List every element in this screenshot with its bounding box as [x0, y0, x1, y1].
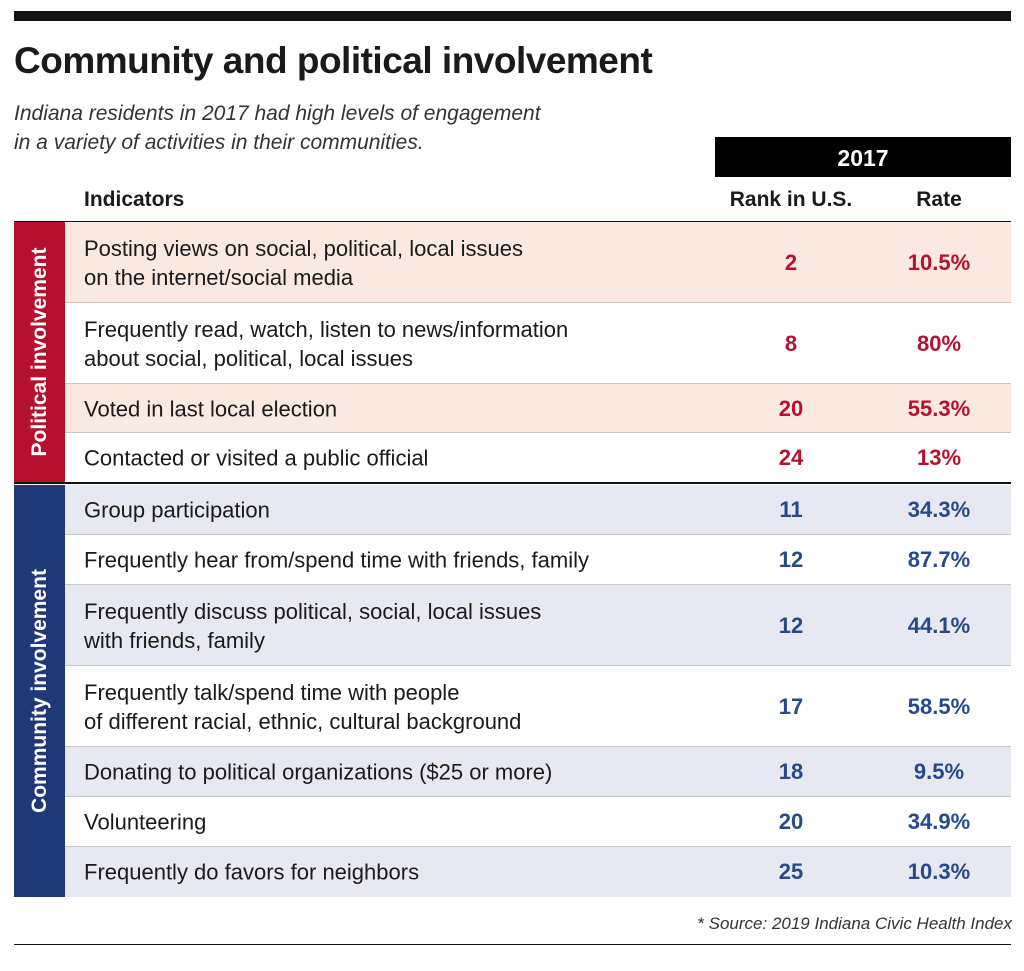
political-group-label: Political involvement	[27, 247, 51, 457]
rate-cell: 34.9%	[907, 809, 971, 834]
page-title: Community and political involvement	[14, 40, 653, 81]
rate-cell: 58.5%	[907, 693, 971, 719]
row-divider	[65, 383, 1011, 384]
rank-cell: 18	[778, 759, 804, 784]
rate-cell: 9.5%	[913, 759, 965, 784]
row-divider	[65, 746, 1011, 747]
rate-cell: 10.3%	[907, 859, 971, 884]
table-row: Frequently discuss political, social, lo…	[65, 585, 1011, 666]
indicator-text-line: Posting views on social, political, loca…	[84, 235, 523, 261]
bottom-rule	[14, 944, 1011, 945]
table-row: Donating to political organizations ($25…	[65, 747, 1011, 797]
rate-cell: 34.3%	[907, 497, 971, 522]
indicator-text-line: Donating to political organizations ($25…	[84, 759, 553, 785]
column-header-rank: Rank in U.S.	[729, 188, 853, 211]
rank-cell: 12	[778, 547, 804, 572]
rank-cell: 25	[778, 859, 804, 884]
indicator-cell: Voted in last local election	[84, 394, 694, 423]
rank-cell: 8	[784, 330, 798, 356]
table-row: Frequently hear from/spend time with fri…	[65, 535, 1011, 585]
indicator-cell: Contacted or visited a public official	[84, 443, 694, 472]
indicator-text-line: on the internet/social media	[84, 264, 354, 290]
rate-cell: 87.7%	[907, 547, 971, 572]
indicator-text-line: Frequently discuss political, social, lo…	[84, 598, 542, 624]
indicator-cell: Posting views on social, political, loca…	[84, 234, 694, 292]
subtitle: Indiana residents in 2017 had high level…	[14, 99, 614, 157]
rate-cell: 44.1%	[907, 612, 971, 638]
rate-cell: 80%	[916, 330, 962, 356]
political-group-band: Political involvement	[14, 222, 65, 482]
row-divider	[65, 584, 1011, 585]
row-divider	[65, 796, 1011, 797]
rank-cell: 20	[778, 809, 804, 834]
group-rule-middle	[14, 482, 1011, 484]
subtitle-line-1: Indiana residents in 2017 had high level…	[14, 102, 541, 125]
row-divider	[65, 432, 1011, 433]
source-note: * Source: 2019 Indiana Civic Health Inde…	[697, 914, 1012, 933]
rank-cell: 24	[778, 444, 804, 470]
rank-cell: 2	[784, 249, 798, 275]
table-row: Frequently read, watch, listen to news/i…	[65, 303, 1011, 384]
rank-cell: 12	[778, 612, 804, 638]
row-divider	[65, 665, 1011, 666]
indicator-text-line: Volunteering	[84, 809, 207, 835]
table-row: Posting views on social, political, loca…	[65, 222, 1011, 303]
indicator-cell: Frequently hear from/spend time with fri…	[84, 546, 694, 575]
indicator-text-line: Frequently hear from/spend time with fri…	[84, 547, 589, 573]
top-rule	[14, 11, 1011, 21]
rank-cell: 11	[779, 497, 803, 522]
indicator-text-line: Frequently talk/spend time with people	[84, 679, 460, 705]
table-row: Frequently talk/spend time with people of…	[65, 666, 1011, 747]
indicator-text-line: Frequently read, watch, listen to news/i…	[84, 316, 569, 342]
table-row: Volunteering 20 34.9%	[65, 797, 1011, 847]
row-divider	[65, 534, 1011, 535]
table-row: Contacted or visited a public official 24…	[65, 433, 1011, 482]
rank-cell: 17	[778, 693, 804, 719]
rate-cell: 55.3%	[907, 395, 971, 421]
community-group-label: Community involvement	[27, 569, 51, 813]
rank-cell: 20	[778, 395, 804, 421]
table-row: Voted in last local election 20 55.3%	[65, 384, 1011, 433]
table-row: Frequently do favors for neighbors 25 10.3…	[65, 847, 1011, 897]
indicator-text-line: of different racial, ethnic, cultural ba…	[84, 708, 522, 734]
subtitle-line-2: in a variety of activities in their comm…	[14, 131, 424, 154]
indicator-text-line: Group participation	[84, 497, 270, 523]
year-header: 2017	[715, 137, 1011, 177]
row-divider	[65, 846, 1011, 847]
table-row: Group participation 11 34.3%	[65, 485, 1011, 535]
indicator-cell: Frequently do favors for neighbors	[84, 858, 694, 887]
indicator-cell: Frequently discuss political, social, lo…	[84, 597, 694, 655]
rate-cell: 10.5%	[907, 249, 971, 275]
indicator-cell: Frequently talk/spend time with people of…	[84, 678, 694, 736]
indicator-text-line: Contacted or visited a public official	[84, 445, 429, 470]
indicator-text-line: about social, political, local issues	[84, 345, 413, 371]
row-divider	[65, 302, 1011, 303]
community-group-band: Community involvement	[14, 485, 65, 897]
indicator-cell: Volunteering	[84, 808, 694, 837]
indicator-text-line: Frequently do favors for neighbors	[84, 859, 420, 885]
column-header-indicators: Indicators	[84, 188, 185, 211]
column-header-rate: Rate	[916, 188, 962, 211]
rate-cell: 13%	[916, 444, 962, 470]
indicator-cell: Frequently read, watch, listen to news/i…	[84, 315, 694, 373]
indicator-text-line: with friends, family	[84, 627, 265, 653]
indicator-cell: Group participation	[84, 496, 694, 525]
indicator-cell: Donating to political organizations ($25…	[84, 758, 694, 787]
indicator-text-line: Voted in last local election	[84, 396, 338, 421]
